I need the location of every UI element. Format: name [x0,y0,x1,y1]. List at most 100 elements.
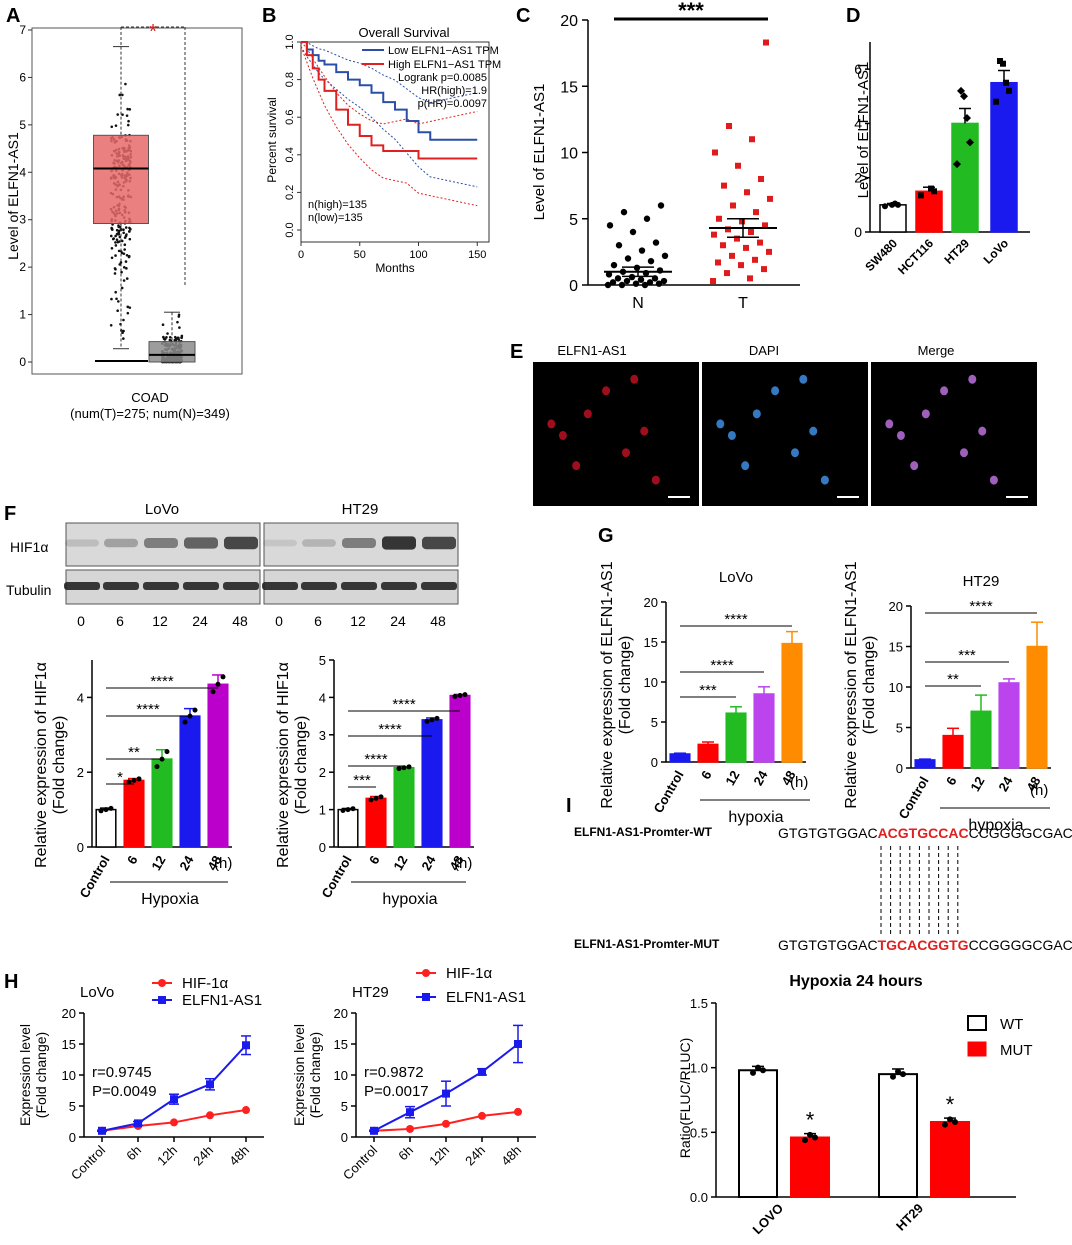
y-tick-label: 5 [651,715,658,730]
hif-band [104,538,138,548]
data-point [615,242,623,249]
bar [951,122,979,233]
data-point [206,1080,214,1089]
bar [669,753,691,763]
data-point [128,237,132,241]
data-point [712,149,718,156]
data-point [758,176,764,182]
cell-nucleus [791,448,799,458]
data-point [121,113,124,116]
panel-h-linecharts: Expression level (Fold change) Expressio… [17,965,536,1183]
data-point [126,311,130,315]
data-point [242,1106,250,1115]
data-point [760,1067,766,1074]
data-point [725,226,731,233]
significance-label: ** [128,744,140,761]
panel-c-scatter: Level of ELFN1-AS1 0 5 10 15 20 N T *** [531,0,800,312]
bar [914,759,936,769]
data-point [900,1071,906,1078]
cell-nucleus [727,430,736,440]
panel-h-right-legend-elfn: ELFN1-AS1 [446,989,526,1006]
tubulin-band [421,582,457,590]
data-point [122,337,125,340]
x-tick-label: HT29 [941,236,972,267]
panel-g-left-unit: (h) [790,774,808,791]
data-point [620,208,628,216]
hif-band [144,538,178,548]
x-tick-label: Control [340,1142,380,1182]
data-point [952,1118,958,1125]
data-point [657,202,665,209]
panel-h-right-legend-hif: HIF-1α [446,965,493,982]
data-point [637,276,645,283]
panel-i-wt-name: ELFN1-AS1-Promter-WT [574,825,713,839]
data-point [655,280,663,287]
data-point [129,227,132,231]
x-tick-label: 6h [395,1143,416,1164]
data-point [753,209,759,216]
y-tick-label: 10 [644,675,658,690]
y-tick-label: 1.5 [690,996,708,1011]
data-point [117,249,121,253]
x-tick-label: 48 [446,853,466,873]
data-point [406,1124,414,1133]
data-point [118,263,122,266]
panel-h-left-ylabel: Expression level [17,1024,33,1126]
ci-line [300,46,478,207]
data-point [514,1107,522,1116]
y-tick-label: 2 [77,765,84,780]
data-point [340,807,346,813]
y-tick-label: 0.6 [284,110,296,125]
data-point [378,794,384,800]
data-point [122,231,125,235]
panel-b-title: Overall Survival [358,25,449,40]
data-point [182,719,188,725]
significance-label: **** [150,673,174,690]
data-point [1003,79,1009,86]
data-point [350,806,356,812]
panel-f-left-group: Hypoxia [141,891,199,908]
data-point [424,718,430,724]
timepoint-label: 24 [192,613,208,629]
bar [207,683,229,848]
data-point [114,124,118,127]
data-point [180,336,183,339]
y-tick-label: 0 [319,840,326,855]
significance-label: *** [699,682,717,699]
bar [365,797,387,848]
data-point [126,779,132,785]
data-point [452,693,458,699]
panel-b-stat-logrank: Logrank p=0.0085 [398,72,487,84]
x-tick-label: Control [318,853,354,901]
y-tick-label: 0 [77,840,84,855]
cell-nucleus [989,475,998,485]
y-tick-label: 0 [854,224,862,240]
survival-line [301,41,478,160]
panel-label-f: F [4,503,16,525]
y-tick-label: 0.8 [284,72,296,87]
panel-label-h: H [4,971,18,993]
ci-line [300,46,478,188]
data-point [641,281,649,289]
data-point [124,226,128,229]
cell-nucleus [799,374,808,384]
data-point [173,338,177,342]
hif-band [382,536,416,550]
x-tick-label: 6 [366,853,383,867]
data-point [103,807,109,813]
y-tick-label: 0 [341,1130,348,1145]
cell-nucleus [716,419,725,429]
y-tick-label: 0.2 [284,185,296,200]
data-point [762,222,768,229]
y-tick-label: 5 [896,721,903,736]
data-point [120,251,124,255]
y-tick-label: 2 [319,765,326,780]
data-point [345,807,351,813]
hif-band [65,539,99,547]
panel-h-left-legend-elfn: ELFN1-AS1 [182,992,262,1009]
panel-e-title-merge: Merge [918,343,955,358]
data-point [749,136,755,143]
data-point [110,226,113,230]
tubulin-band [223,582,259,590]
